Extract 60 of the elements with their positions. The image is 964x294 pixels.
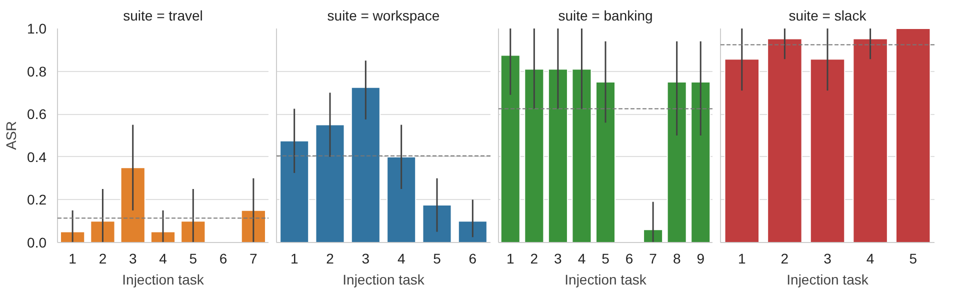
x-tick-label: 4 bbox=[578, 250, 586, 266]
x-tick-label: 1 bbox=[290, 250, 298, 266]
x-tick-label: 6 bbox=[219, 250, 228, 266]
bar bbox=[350, 86, 380, 242]
x-tick-label: 2 bbox=[98, 250, 107, 266]
y-tick-label: 0.8 bbox=[27, 63, 47, 80]
x-tick-label: 1 bbox=[506, 250, 514, 266]
x-tick-label: 1 bbox=[68, 250, 77, 266]
x-tick-label: 8 bbox=[672, 250, 681, 266]
x-tick-label: 4 bbox=[397, 250, 406, 266]
x-tick-label: 5 bbox=[602, 250, 610, 266]
bar bbox=[500, 54, 520, 242]
x-tick-label: 7 bbox=[649, 250, 658, 266]
bar bbox=[386, 156, 416, 242]
bar bbox=[548, 68, 568, 242]
chart-title: suite = travel bbox=[123, 8, 203, 24]
bar bbox=[595, 82, 616, 242]
y-tick-label: 0.0 bbox=[27, 234, 47, 250]
x-tick-label: 2 bbox=[326, 250, 334, 266]
x-axis-title: Injection task bbox=[564, 272, 648, 288]
x-tick-label: 3 bbox=[128, 250, 137, 266]
bar bbox=[280, 140, 310, 242]
bar bbox=[666, 82, 687, 242]
x-tick-label: 2 bbox=[530, 250, 538, 266]
x-tick-label: 7 bbox=[250, 250, 258, 266]
x-tick-label: 4 bbox=[866, 250, 874, 266]
bar bbox=[572, 68, 592, 242]
bar bbox=[422, 204, 452, 242]
x-tick-label: 3 bbox=[362, 250, 370, 266]
x-axis-title: Injection task bbox=[342, 272, 426, 288]
bar bbox=[120, 167, 146, 242]
x-tick-label: 5 bbox=[909, 250, 918, 266]
bar bbox=[690, 82, 711, 242]
bar bbox=[315, 124, 345, 242]
x-tick-label: 3 bbox=[554, 250, 562, 266]
bar bbox=[180, 220, 206, 242]
bar bbox=[524, 68, 544, 242]
bar bbox=[458, 220, 488, 242]
bar bbox=[90, 220, 116, 242]
y-tick-label: 0.4 bbox=[27, 148, 47, 165]
bar bbox=[643, 229, 664, 242]
x-tick-label: 5 bbox=[189, 250, 198, 266]
y-tick-label: 0.6 bbox=[27, 106, 47, 122]
chart-title: suite = workspace bbox=[327, 8, 440, 24]
x-tick-label: 2 bbox=[780, 250, 789, 266]
x-tick-label: 4 bbox=[159, 250, 168, 266]
y-tick-label: 1.0 bbox=[27, 20, 47, 36]
chart-title: suite = slack bbox=[788, 8, 868, 24]
x-tick-label: 3 bbox=[824, 250, 832, 266]
bar bbox=[240, 210, 266, 242]
x-axis-title: Injection task bbox=[786, 272, 870, 288]
y-tick-label: 0.2 bbox=[27, 192, 47, 208]
x-tick-label: 6 bbox=[468, 250, 477, 266]
x-axis-title: Injection task bbox=[122, 272, 205, 288]
x-tick-label: 9 bbox=[696, 250, 705, 266]
x-tick-label: 5 bbox=[433, 250, 442, 266]
x-tick-label: 1 bbox=[738, 250, 746, 266]
chart-title: suite = banking bbox=[558, 8, 653, 24]
y-axis-title: ASR bbox=[3, 121, 20, 150]
x-tick-label: 6 bbox=[625, 250, 634, 266]
